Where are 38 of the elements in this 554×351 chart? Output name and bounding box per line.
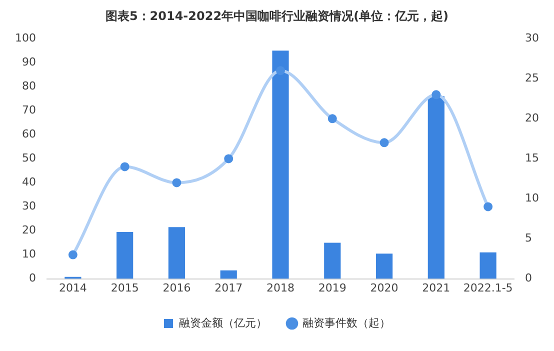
bar bbox=[324, 242, 341, 279]
y-tick-label: 0 bbox=[28, 272, 36, 285]
y2-tick-label: 30 bbox=[525, 31, 540, 44]
y2-tick-label: 10 bbox=[525, 192, 540, 205]
x-tick-label: 2019 bbox=[318, 281, 346, 294]
chart-title: 图表5：2014-2022年中国咖啡行业融资情况(单位：亿元，起) bbox=[104, 8, 450, 25]
y-tick-label: 40 bbox=[22, 176, 36, 189]
y2-tick-label: 5 bbox=[525, 232, 532, 245]
x-tick-label: 2021 bbox=[422, 281, 450, 294]
y2-tick-label: 0 bbox=[525, 272, 532, 285]
y2-tick-label: 25 bbox=[525, 71, 540, 84]
x-tick-label: 2018 bbox=[266, 281, 294, 294]
x-tick-label: 2020 bbox=[370, 281, 398, 294]
y-tick-label: 50 bbox=[22, 152, 36, 165]
bar bbox=[376, 254, 393, 279]
bar bbox=[428, 96, 444, 279]
y-tick-label: 20 bbox=[22, 224, 36, 237]
legend-label: 融资金额（亿元） bbox=[179, 316, 267, 330]
y-tick-label: 70 bbox=[22, 104, 36, 117]
y-tick-label: 30 bbox=[22, 200, 36, 213]
x-tick-label: 2014 bbox=[58, 281, 87, 294]
y-tick-label: 100 bbox=[14, 31, 36, 44]
y2-tick-label: 15 bbox=[525, 152, 540, 165]
x-tick-label: 2022.1-5 bbox=[463, 281, 513, 294]
x-tick-label: 2015 bbox=[110, 281, 139, 294]
y2-tick-label: 20 bbox=[525, 112, 540, 125]
y-tick-label: 60 bbox=[22, 128, 36, 141]
bar bbox=[480, 252, 496, 279]
y-tick-label: 10 bbox=[22, 248, 36, 261]
bar bbox=[116, 232, 134, 279]
x-tick-label: 2016 bbox=[162, 281, 191, 294]
y-tick-label: 80 bbox=[22, 80, 36, 92]
y-tick-label: 90 bbox=[22, 55, 36, 68]
legend-label: 融资事件数（起） bbox=[302, 316, 390, 330]
bar bbox=[220, 270, 237, 279]
x-tick-label: 2017 bbox=[214, 281, 243, 294]
bar bbox=[272, 50, 289, 279]
bar bbox=[168, 227, 186, 279]
